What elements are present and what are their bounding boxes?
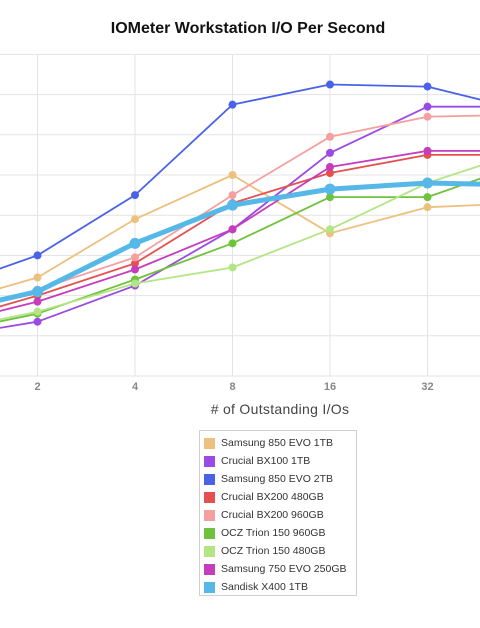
data-point [228,239,237,248]
series-layer [0,80,480,329]
series-samsung-750-evo-250gb [0,146,480,312]
legend-item: Crucial BX200 480GB [204,488,324,506]
data-point [423,146,432,155]
data-point [228,263,237,272]
series-sandisk-x400-1tb [0,177,480,303]
data-point [33,307,42,316]
legend-label: Crucial BX200 480GB [221,491,324,503]
data-point [131,191,139,200]
data-point [423,82,432,91]
legend-label: Samsung 850 EVO 2TB [221,473,334,485]
legend-swatch [204,455,215,467]
legend-item: Samsung 850 EVO 2TB [204,470,333,488]
legend-label: Sandisk X400 1TB [221,581,308,593]
data-point [33,251,42,260]
legend-label: Crucial BX100 1TB [221,455,311,467]
data-point [228,191,237,200]
data-point [423,102,432,111]
data-point [33,273,42,282]
legend-swatch [204,545,215,557]
series-line [0,105,480,329]
data-point [131,259,139,268]
data-point [131,253,139,262]
x-tick-label: 2 [34,381,40,393]
legend-swatch [204,437,215,449]
legend-label: OCZ Trion 150 960GB [221,527,326,539]
legend-label: Crucial BX200 960GB [221,509,324,521]
x-tick-labels: 2 4 8 16 32 [34,381,433,393]
legend-item: Crucial BX100 1TB [204,452,310,470]
legend-item: Samsung 750 EVO 250GB [204,560,347,578]
legend-item: Sandisk X400 1TB [204,578,308,596]
legend-swatch [204,473,215,485]
data-point [326,132,334,141]
data-point [228,100,237,109]
data-point [324,183,336,195]
data-point [326,148,334,157]
data-point [423,112,432,121]
legend-swatch [204,509,215,521]
data-point [131,215,139,224]
legend: Samsung 850 EVO 1TB Crucial BX100 1TB Sams… [199,430,357,596]
series-samsung-850-evo-2tb [0,80,480,270]
data-point [228,171,237,179]
data-point [129,237,141,249]
chart-title: IOMeter Workstation I/O Per Second [110,20,386,37]
legend-swatch [204,491,215,503]
series-line [0,180,480,303]
legend-item: Crucial BX200 960GB [204,506,324,524]
legend-item: OCZ Trion 150 960GB [204,524,325,542]
data-point [423,203,432,212]
legend-swatch [204,563,215,575]
data-point [326,168,334,177]
series-line [0,114,480,302]
series-line [0,149,480,312]
x-tick-label: 32 [421,381,433,393]
x-axis-label: # of Outstanding I/Os [210,401,350,417]
x-tick-label: 4 [132,381,139,393]
legend-item: Samsung 850 EVO 1TB [204,434,333,452]
legend-item: OCZ Trion 150 480GB [204,542,325,560]
series-crucial-bx100-1tb [0,102,480,329]
data-point [32,286,43,298]
legend-label: OCZ Trion 150 480GB [221,545,326,557]
x-tick-label: 8 [229,381,235,393]
series-line [0,164,480,321]
data-point [33,297,42,306]
data-point [33,317,42,326]
series-samsung-850-evo-1tb [0,171,480,290]
data-point [228,225,237,234]
legend-swatch [204,581,215,593]
legend-label: Samsung 750 EVO 250GB [221,563,347,575]
data-point [131,279,139,288]
x-tick-label: 16 [324,381,336,393]
data-point [227,199,238,211]
legend-label: Samsung 850 EVO 1TB [221,437,334,449]
plot-area: 2 4 8 16 32 [0,53,480,393]
data-point [423,193,432,202]
data-point [131,265,139,274]
data-point [326,80,334,89]
data-point [326,193,334,202]
data-point [422,177,433,189]
legend-swatch [204,527,215,539]
data-point [326,162,334,171]
data-point [326,225,334,234]
